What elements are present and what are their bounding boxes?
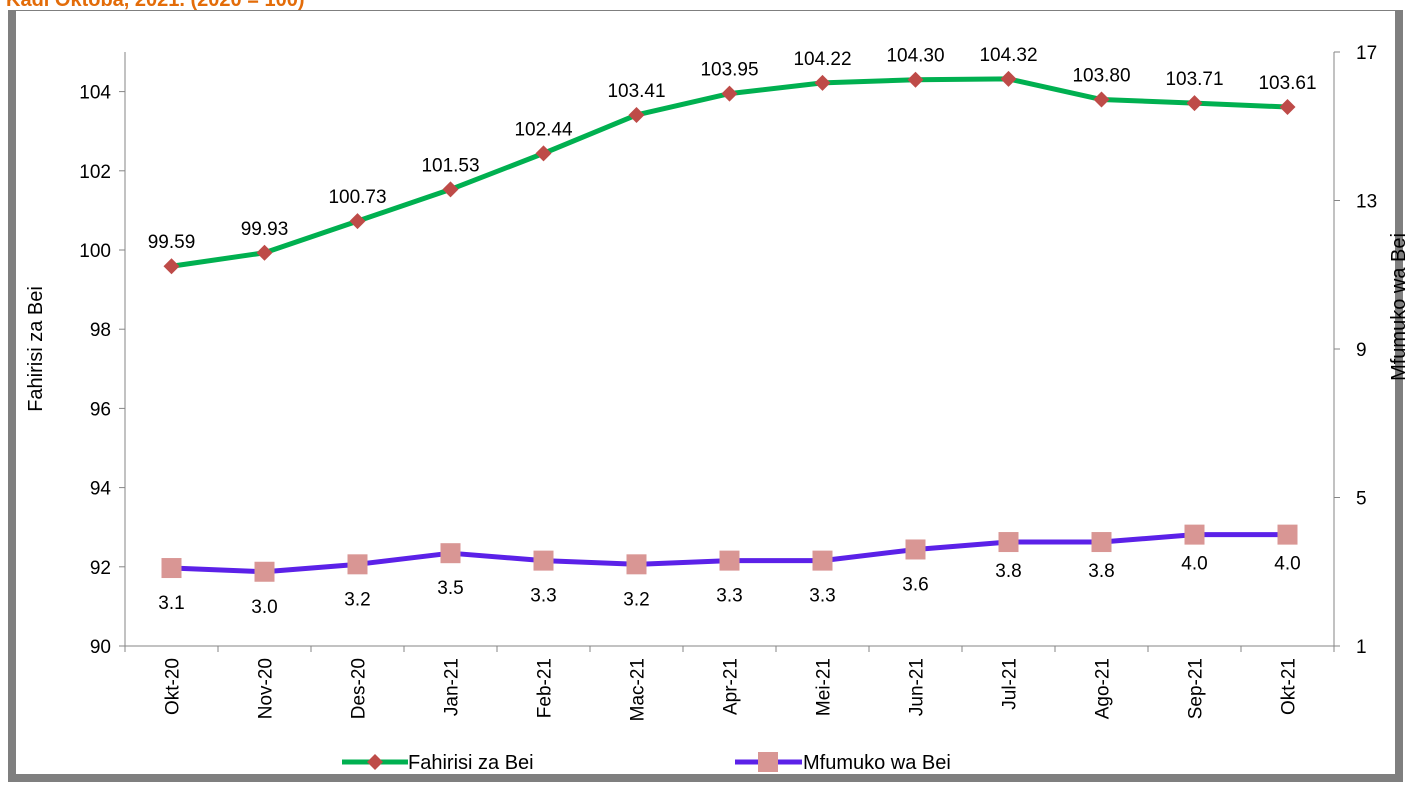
x-tick-label: Nov-20 — [256, 658, 277, 719]
data-point-fahirisi-za-bei — [256, 244, 273, 261]
data-point-mfumuko-wa-bei — [161, 558, 182, 579]
series-line-fahirisi-za-bei — [169, 76, 1290, 269]
data-point-mfumuko-wa-bei — [1091, 532, 1112, 553]
data-point-fahirisi-za-bei — [163, 258, 180, 275]
x-tick-label: Feb-21 — [535, 658, 556, 718]
data-point-mfumuko-wa-bei — [626, 554, 647, 575]
data-label-mfumuko-wa-bei: 3.5 — [437, 578, 463, 599]
data-label-fahirisi-za-bei: 104.30 — [886, 46, 944, 67]
x-tick-label: Okt-21 — [1279, 658, 1300, 715]
data-label-fahirisi-za-bei: 102.44 — [514, 119, 573, 140]
x-tick-label: Ago-21 — [1093, 658, 1114, 719]
y-tick-label-right: 1 — [1356, 637, 1367, 658]
y-axis-title-right: Mfumuko wa Bei — [1388, 233, 1410, 381]
legend-label-mfumuko-wa-bei: Mfumuko wa Bei — [803, 752, 951, 774]
data-point-mfumuko-wa-bei — [719, 550, 740, 571]
data-point-fahirisi-za-bei — [814, 74, 831, 91]
y-tick-label-left: 102 — [79, 162, 111, 183]
data-label-fahirisi-za-bei: 104.32 — [979, 45, 1037, 66]
data-point-mfumuko-wa-bei — [998, 532, 1019, 553]
data-point-fahirisi-za-bei — [907, 71, 924, 88]
x-tick-label: Des-20 — [349, 658, 370, 719]
y-tick-label-left: 92 — [90, 558, 111, 579]
data-point-fahirisi-za-bei — [1186, 95, 1203, 112]
y-axis-title-left: Fahirisi za Bei — [25, 286, 47, 412]
y-tick-label-left: 90 — [90, 637, 111, 658]
legend-label-fahirisi-za-bei: Fahirisi za Bei — [408, 752, 534, 774]
data-point-mfumuko-wa-bei — [533, 550, 554, 571]
data-point-mfumuko-wa-bei — [347, 554, 368, 575]
data-label-fahirisi-za-bei: 100.73 — [328, 187, 386, 208]
chart-caption: Kadi Oktoba, 2021. (2020 = 100) — [6, 0, 305, 11]
chart-frame — [8, 10, 1403, 782]
x-tick-label: Jul-21 — [1000, 658, 1021, 710]
y-tick-label-left: 98 — [90, 320, 111, 341]
data-point-mfumuko-wa-bei — [812, 550, 833, 571]
data-label-mfumuko-wa-bei: 3.3 — [716, 586, 742, 607]
data-label-mfumuko-wa-bei: 3.3 — [530, 586, 556, 607]
y-tick-label-right: 9 — [1356, 340, 1367, 361]
data-point-fahirisi-za-bei — [535, 145, 552, 162]
x-tick-label: Sep-21 — [1186, 658, 1207, 719]
x-tick-label: Jun-21 — [907, 658, 928, 716]
y-tick-label-left: 96 — [90, 399, 111, 420]
data-label-fahirisi-za-bei: 99.59 — [148, 232, 196, 253]
data-point-fahirisi-za-bei — [442, 181, 459, 198]
y-tick-label-left: 100 — [79, 241, 111, 262]
legend-marker-mfumuko-wa-bei — [758, 752, 778, 772]
x-tick-label: Apr-21 — [721, 658, 742, 715]
y-tick-label-left: 94 — [90, 479, 112, 500]
data-label-fahirisi-za-bei: 104.22 — [793, 49, 851, 70]
data-point-fahirisi-za-bei — [1279, 99, 1296, 116]
data-label-fahirisi-za-bei: 103.41 — [607, 81, 665, 102]
data-label-mfumuko-wa-bei: 3.8 — [1088, 561, 1114, 582]
data-label-fahirisi-za-bei: 103.95 — [700, 60, 758, 81]
data-label-fahirisi-za-bei: 99.93 — [241, 219, 289, 240]
y-tick-label-right: 13 — [1356, 192, 1377, 213]
data-point-fahirisi-za-bei — [1000, 70, 1017, 87]
data-label-mfumuko-wa-bei: 3.1 — [158, 593, 184, 614]
x-tick-label: Jan-21 — [442, 658, 463, 716]
data-point-fahirisi-za-bei — [349, 213, 366, 230]
data-label-mfumuko-wa-bei: 3.2 — [344, 589, 370, 610]
data-label-mfumuko-wa-bei: 3.2 — [623, 589, 649, 610]
data-point-mfumuko-wa-bei — [1184, 524, 1205, 545]
data-point-mfumuko-wa-bei — [1277, 524, 1298, 545]
x-tick-label: Okt-20 — [163, 658, 184, 715]
data-label-mfumuko-wa-bei: 3.6 — [902, 574, 928, 595]
data-label-mfumuko-wa-bei: 4.0 — [1274, 554, 1300, 575]
data-point-fahirisi-za-bei — [628, 106, 645, 123]
data-label-fahirisi-za-bei: 103.80 — [1072, 66, 1130, 87]
x-tick-label: Mei-21 — [814, 658, 835, 716]
data-point-mfumuko-wa-bei — [905, 539, 926, 560]
data-label-fahirisi-za-bei: 103.71 — [1165, 69, 1223, 90]
data-point-mfumuko-wa-bei — [254, 561, 275, 582]
data-label-fahirisi-za-bei: 103.61 — [1258, 73, 1316, 94]
data-point-fahirisi-za-bei — [1093, 91, 1110, 108]
data-label-mfumuko-wa-bei: 3.3 — [809, 586, 835, 607]
data-label-mfumuko-wa-bei: 3.0 — [251, 597, 277, 618]
data-label-fahirisi-za-bei: 101.53 — [421, 155, 479, 176]
y-tick-label-left: 104 — [79, 83, 111, 104]
data-point-fahirisi-za-bei — [721, 85, 738, 102]
y-tick-label-right: 5 — [1356, 489, 1367, 510]
y-tick-label-right: 17 — [1356, 43, 1377, 64]
legend-marker-fahirisi-za-bei — [367, 754, 383, 770]
data-point-mfumuko-wa-bei — [440, 543, 461, 564]
data-label-mfumuko-wa-bei: 3.8 — [995, 561, 1021, 582]
x-tick-label: Mac-21 — [628, 658, 649, 721]
data-label-mfumuko-wa-bei: 4.0 — [1181, 554, 1207, 575]
